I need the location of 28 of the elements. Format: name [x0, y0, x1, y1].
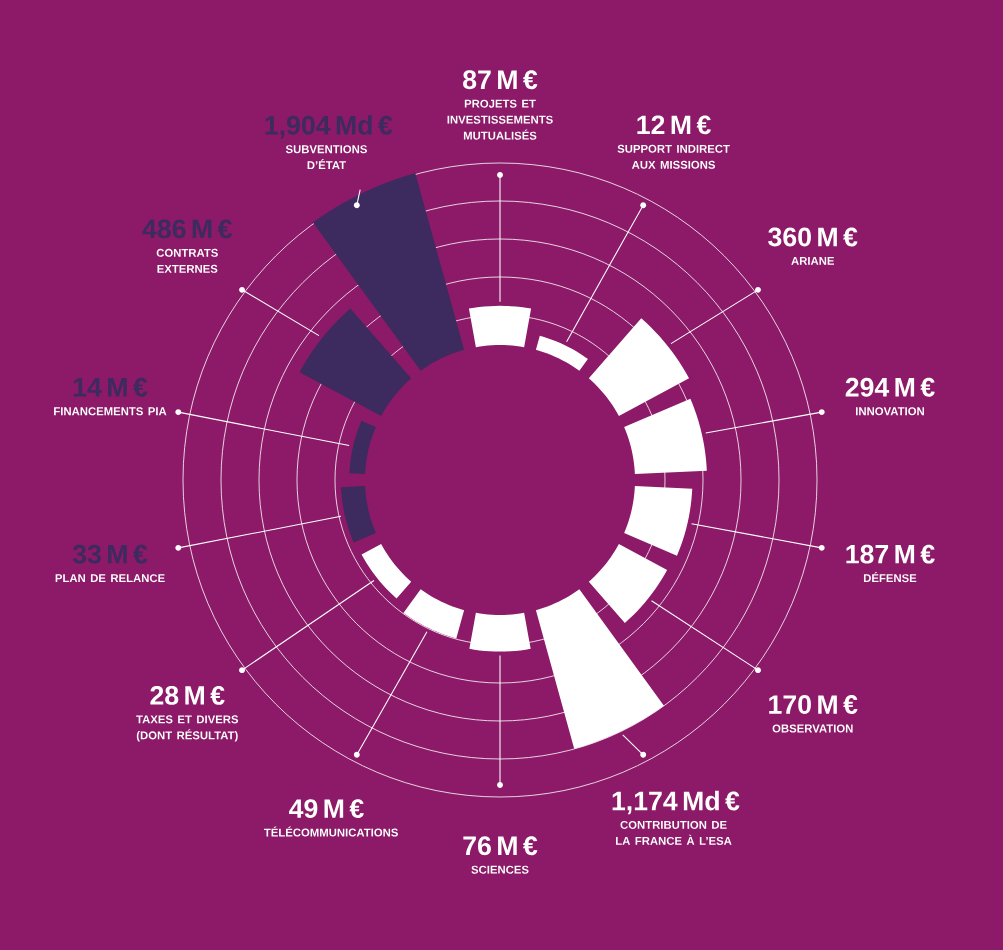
category-label: CONTRATS EXTERNES	[156, 248, 218, 273]
category-label: INNOVATION	[856, 407, 924, 416]
data-label: 486 M €	[142, 219, 232, 239]
category-label: FINANCEMENTS PIA	[54, 407, 167, 416]
data-label: 12 M €	[637, 115, 711, 135]
data-label: 1,174 Md €	[612, 790, 740, 815]
category-label: PROJETS ET INVESTISSEMENTS MUTUALISÉS	[447, 99, 553, 140]
data-label: 187 M €	[846, 544, 935, 564]
category-label: TÉLÉCOMMUNICATIONS	[263, 826, 398, 837]
data-label: 360 M €	[768, 227, 858, 247]
data-label: 1,904 Md €	[265, 115, 393, 139]
category-label: SUBVENTIONS D’ÉTAT	[285, 145, 367, 170]
category-label: SCIENCES	[471, 865, 529, 874]
category-label: SUPPORT INDIRECT AUX MISSIONS	[617, 144, 730, 169]
data-label: 170 M €	[769, 695, 858, 714]
category-label: ARIANE	[791, 257, 835, 265]
data-label: 33 M €	[72, 544, 148, 564]
data-label: 294 M €	[845, 377, 935, 397]
data-label: 49 M €	[289, 799, 364, 819]
data-label: 14 M €	[73, 377, 148, 397]
data-label: 87 M €	[463, 70, 538, 90]
category-label: CONTRIBUTION DE LA FRANCE À L’ESA	[616, 820, 732, 845]
category-label: DÉFENSE	[863, 572, 917, 583]
category-label: OBSERVATION	[772, 724, 853, 733]
data-label: 76 M €	[463, 836, 538, 856]
category-label: PLAN DE RELANCE	[55, 574, 165, 583]
category-label: TAXES ET DIVERS (DONT RÉSULTAT)	[136, 715, 239, 742]
data-label: 28 M €	[150, 686, 225, 705]
